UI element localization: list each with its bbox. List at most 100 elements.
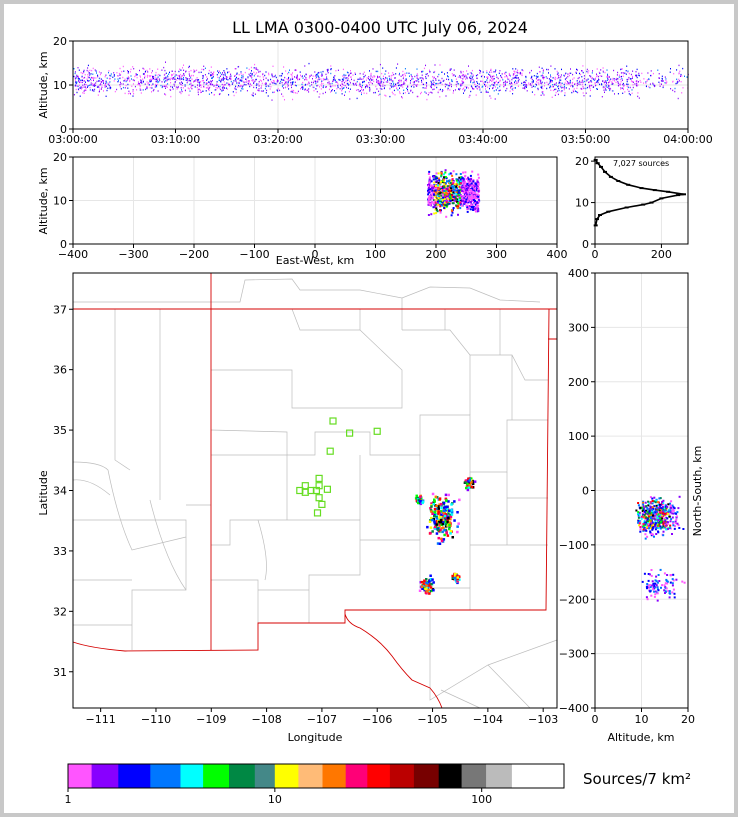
source-cell xyxy=(428,176,431,179)
source-point xyxy=(198,85,200,87)
source-point xyxy=(607,81,609,84)
source-cell xyxy=(667,521,670,524)
source-point xyxy=(194,86,196,88)
source-cell xyxy=(672,522,674,525)
source-point xyxy=(366,77,368,79)
source-point xyxy=(461,80,463,82)
source-point xyxy=(369,84,370,86)
source-cell xyxy=(654,528,657,531)
source-point xyxy=(267,79,269,82)
source-point xyxy=(392,80,394,82)
source-cell xyxy=(469,486,472,489)
source-point xyxy=(146,87,148,90)
source-point xyxy=(84,89,86,91)
source-point xyxy=(341,93,343,95)
source-point xyxy=(433,71,435,74)
source-point xyxy=(144,75,146,77)
county-line xyxy=(402,329,548,420)
source-cell xyxy=(664,590,667,593)
source-point xyxy=(392,86,394,88)
source-point xyxy=(241,87,243,90)
source-point xyxy=(578,76,580,79)
source-cell xyxy=(664,592,666,594)
source-point xyxy=(356,97,358,100)
source-point xyxy=(481,86,483,88)
source-cell xyxy=(424,587,427,590)
source-cell xyxy=(446,197,449,200)
source-point xyxy=(250,66,252,69)
source-point xyxy=(344,75,346,77)
source-point xyxy=(168,78,170,81)
source-point xyxy=(93,79,94,82)
source-point xyxy=(318,76,320,79)
source-point xyxy=(465,78,466,80)
source-cell xyxy=(456,511,459,514)
source-point xyxy=(282,84,284,86)
source-point xyxy=(518,77,519,79)
source-point xyxy=(357,78,359,81)
source-cell xyxy=(432,202,435,205)
source-point xyxy=(179,83,181,85)
source-point xyxy=(346,71,348,73)
source-point xyxy=(531,91,533,93)
source-point xyxy=(108,77,110,80)
source-point xyxy=(306,89,308,92)
source-cell xyxy=(652,582,655,585)
source-point xyxy=(410,90,412,92)
lma-station-marker xyxy=(315,494,323,502)
source-point xyxy=(237,78,239,80)
source-point xyxy=(664,82,666,84)
source-point xyxy=(182,87,184,89)
source-cell xyxy=(446,518,449,522)
source-point xyxy=(288,76,290,79)
source-point xyxy=(271,82,273,84)
source-cell xyxy=(661,506,664,508)
source-cell xyxy=(434,185,437,187)
source-point xyxy=(550,65,552,67)
source-cell xyxy=(651,580,654,583)
source-cell xyxy=(431,186,433,189)
source-point xyxy=(638,81,639,83)
source-point xyxy=(678,73,680,75)
source-point xyxy=(581,70,582,72)
source-point xyxy=(626,85,628,87)
source-point xyxy=(127,87,129,89)
source-point xyxy=(246,67,248,69)
source-point xyxy=(550,74,551,76)
source-point xyxy=(560,74,562,76)
source-point xyxy=(262,76,264,78)
source-point xyxy=(396,87,398,89)
altitude-tick-label: 10 xyxy=(575,197,589,210)
source-point xyxy=(255,67,257,69)
source-point xyxy=(639,79,641,82)
source-point xyxy=(462,71,464,73)
source-point xyxy=(450,83,452,86)
source-point xyxy=(601,96,603,98)
source-point xyxy=(672,81,674,83)
source-point xyxy=(590,89,591,92)
source-point xyxy=(211,77,212,79)
source-cell xyxy=(418,500,422,503)
source-point xyxy=(622,72,624,74)
histogram-point xyxy=(652,189,657,192)
source-point xyxy=(436,86,438,89)
source-point xyxy=(571,91,573,94)
source-cell xyxy=(471,170,474,173)
source-point xyxy=(258,85,260,87)
source-point xyxy=(492,75,494,77)
source-point xyxy=(441,83,443,86)
source-point xyxy=(575,83,577,85)
source-point xyxy=(156,80,158,82)
source-point xyxy=(92,73,94,75)
source-cell xyxy=(643,526,646,529)
source-point xyxy=(613,78,615,80)
source-point xyxy=(377,75,378,78)
source-point xyxy=(618,74,620,76)
source-point xyxy=(79,80,81,83)
source-cell xyxy=(477,182,480,185)
source-point xyxy=(355,83,357,85)
histogram-point xyxy=(595,162,600,165)
histogram-point xyxy=(593,158,598,161)
source-point xyxy=(380,81,382,83)
source-cell xyxy=(656,592,659,595)
